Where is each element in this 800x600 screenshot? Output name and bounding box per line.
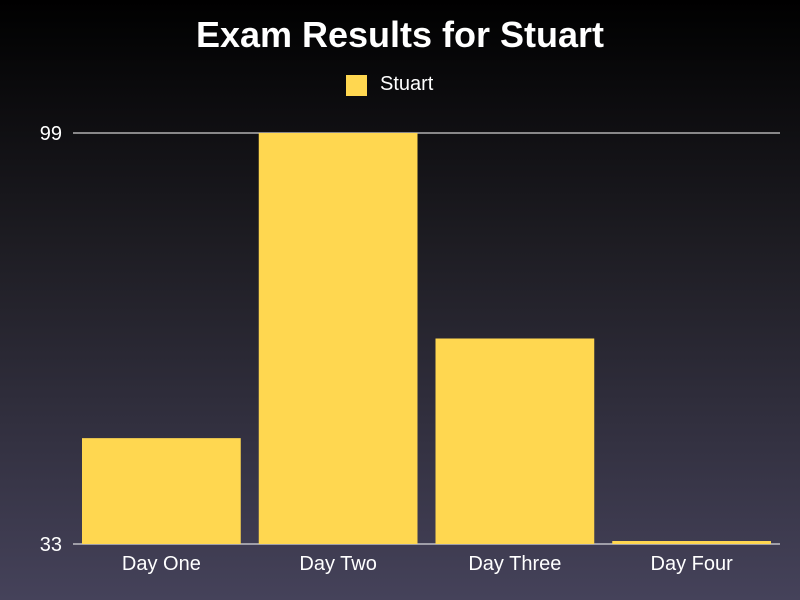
bar-day-two xyxy=(258,133,418,544)
bar-day-four xyxy=(612,541,771,544)
bar-day-three xyxy=(435,338,595,544)
legend-label-stuart: Stuart xyxy=(380,73,434,95)
bar-day-one xyxy=(82,438,241,544)
y-tick-label: 33 xyxy=(40,534,62,556)
x-tick-label: Day Two xyxy=(299,553,376,575)
legend: Stuart xyxy=(346,73,434,96)
y-axis-labels: 33 99 xyxy=(40,123,62,556)
bars xyxy=(82,133,771,544)
x-tick-label: Day Four xyxy=(651,553,734,575)
legend-swatch-stuart xyxy=(346,75,367,96)
x-tick-label: Day Three xyxy=(468,553,561,575)
x-axis-labels: Day One Day Two Day Three Day Four xyxy=(122,553,733,575)
x-tick-label: Day One xyxy=(122,553,201,575)
y-tick-label: 99 xyxy=(40,123,62,145)
chart-title: Exam Results for Stuart xyxy=(196,14,604,55)
